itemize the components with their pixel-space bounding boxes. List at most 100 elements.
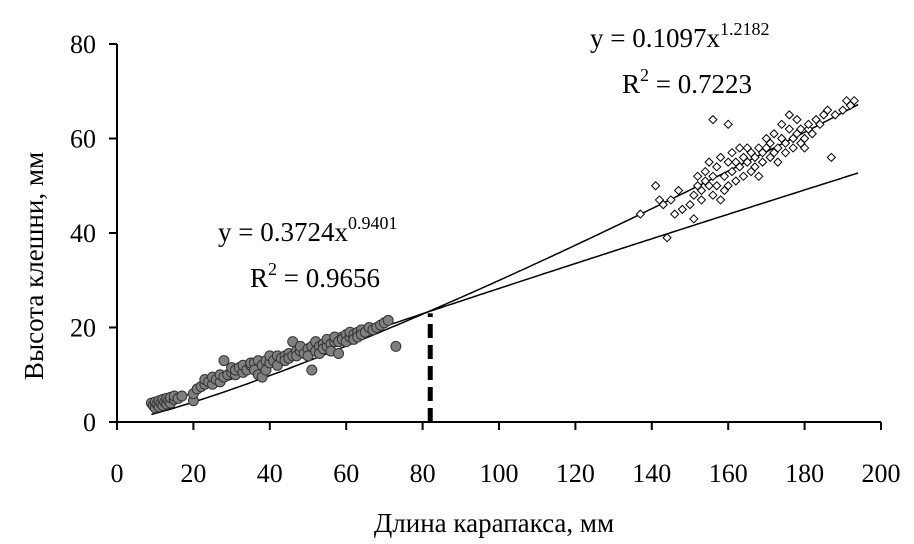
data-point — [708, 171, 718, 182]
data-point — [784, 110, 795, 120]
r2-large-value: = 0.7223 — [649, 69, 752, 99]
equation-large: y = 0.1097x1.2182 — [590, 19, 769, 53]
x-tick-label: 180 — [785, 459, 824, 488]
data-point — [750, 162, 760, 172]
x-tick-label: 140 — [632, 459, 671, 488]
data-point — [788, 143, 798, 153]
y-tick-label: 20 — [70, 314, 96, 343]
data-point — [662, 233, 672, 243]
x-tick-label: 120 — [556, 459, 595, 488]
data-point — [723, 181, 733, 191]
r2-large: R2 = 0.7223 — [622, 65, 752, 99]
data-point — [750, 152, 760, 163]
data-point — [218, 355, 230, 367]
r2-large-base: R — [622, 69, 640, 99]
r2-small: R2 = 0.9656 — [250, 259, 380, 293]
equation-small: y = 0.3724x0.9401 — [218, 213, 397, 247]
r2-large-exponent: 2 — [640, 65, 649, 85]
data-point — [803, 119, 814, 130]
r2-small-exponent: 2 — [268, 259, 277, 279]
data-point — [390, 340, 402, 352]
x-tick-label: 80 — [410, 459, 436, 488]
data-point — [727, 147, 737, 158]
y-tick-label: 0 — [83, 408, 96, 437]
data-point — [773, 143, 783, 153]
data-point — [742, 157, 753, 167]
data-point — [773, 157, 783, 167]
data-point — [754, 171, 764, 182]
data-point — [826, 152, 837, 163]
data-point — [734, 162, 745, 172]
x-tick-label: 20 — [180, 459, 206, 488]
data-point — [704, 181, 714, 191]
x-tick-label: 200 — [862, 459, 901, 488]
r2-small-value: = 0.9656 — [277, 263, 380, 293]
data-point — [692, 171, 703, 182]
data-point — [715, 195, 726, 205]
data-points — [145, 95, 859, 414]
data-point — [799, 133, 810, 144]
r2-small-base: R — [250, 263, 268, 293]
data-point — [849, 95, 859, 106]
x-tick-label: 0 — [111, 459, 124, 488]
data-point — [731, 176, 741, 186]
data-point — [382, 314, 394, 326]
data-point — [727, 166, 737, 177]
tick-labels: 0 20 40 60 80 100 120 140 160 180 200 0 20 40 60 80 — [70, 30, 901, 488]
data-point — [712, 181, 722, 191]
data-point — [796, 124, 806, 134]
y-tick-label: 60 — [70, 125, 96, 154]
data-point — [807, 129, 817, 139]
x-tick-label: 100 — [480, 459, 519, 488]
equation-small-exponent: 0.9401 — [348, 213, 398, 233]
x-axis-title: Длина карапакса, мм — [374, 508, 614, 538]
data-point — [734, 143, 745, 153]
data-point — [650, 181, 661, 191]
axes — [109, 43, 882, 430]
equation-large-base: y = 0.1097x — [590, 23, 720, 53]
data-point — [704, 157, 714, 167]
data-point — [176, 390, 188, 402]
data-point — [666, 195, 676, 205]
data-point — [792, 114, 802, 125]
equation-large-exponent: 1.2182 — [720, 19, 770, 39]
data-point — [700, 166, 710, 177]
data-point — [830, 110, 840, 120]
data-point — [719, 171, 730, 182]
data-point — [723, 119, 733, 130]
data-point — [658, 199, 668, 210]
data-point — [757, 157, 768, 167]
data-point — [769, 129, 779, 139]
data-point — [838, 105, 848, 115]
data-point — [689, 214, 699, 224]
data-point — [780, 147, 791, 158]
data-point — [685, 199, 695, 210]
data-point — [815, 119, 825, 130]
data-point — [696, 185, 707, 196]
data-point — [677, 204, 688, 215]
data-point — [822, 105, 833, 115]
data-point — [765, 138, 775, 148]
data-point — [776, 119, 787, 130]
data-point — [784, 124, 795, 134]
data-point — [635, 209, 646, 219]
data-point — [712, 162, 722, 172]
y-tick-label: 40 — [70, 219, 96, 248]
data-point — [696, 195, 707, 205]
equation-small-base: y = 0.3724x — [218, 217, 348, 247]
data-point — [708, 114, 718, 125]
y-axis-title: Высота клешни, мм — [19, 152, 49, 380]
data-point — [333, 347, 345, 359]
x-tick-label: 40 — [257, 459, 283, 488]
data-point — [723, 157, 733, 167]
y-tick-label: 80 — [70, 30, 96, 59]
data-point — [780, 138, 791, 148]
data-point — [306, 364, 318, 376]
x-tick-label: 60 — [333, 459, 359, 488]
data-point — [738, 171, 749, 182]
data-point — [708, 190, 718, 200]
data-point — [715, 152, 726, 163]
x-tick-label: 160 — [709, 459, 748, 488]
data-point — [799, 143, 810, 153]
